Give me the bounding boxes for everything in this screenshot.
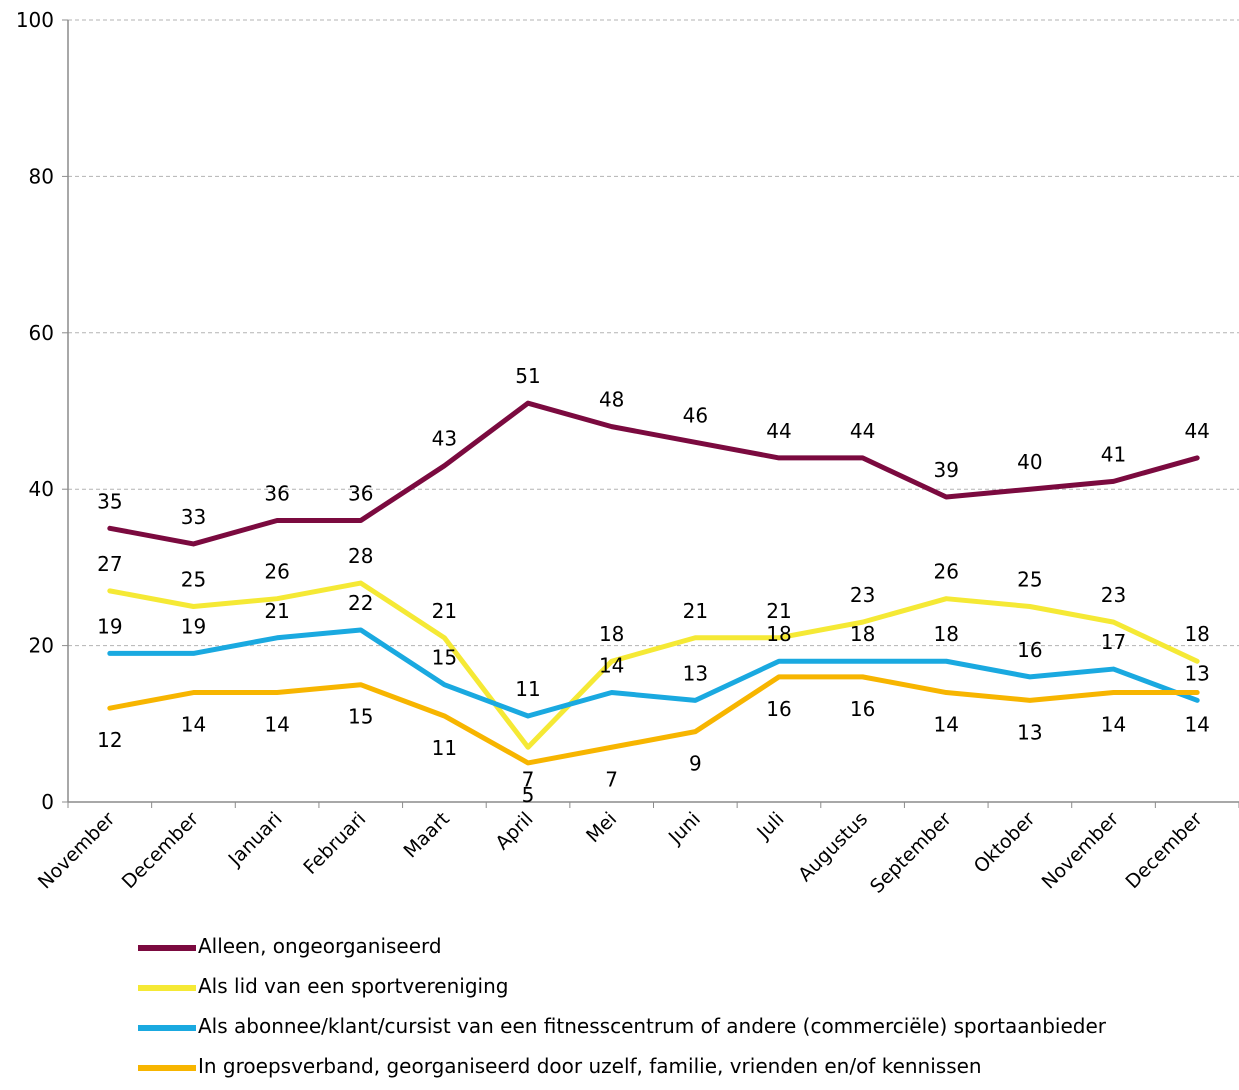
- data-label: 18: [934, 622, 959, 646]
- legend-swatch: [138, 1025, 196, 1031]
- data-label: 46: [683, 403, 708, 427]
- legend-swatch: [138, 985, 196, 991]
- data-label: 22: [348, 591, 373, 615]
- data-label: 23: [1101, 583, 1126, 607]
- series-line-2: [107, 580, 1200, 750]
- data-label: 13: [1017, 720, 1042, 744]
- data-label: 18: [599, 622, 624, 646]
- data-label: 44: [850, 419, 875, 443]
- data-label: 14: [1101, 713, 1126, 737]
- legend-label: Als lid van een sportvereniging: [198, 974, 509, 998]
- x-tick-label: Juli: [752, 808, 788, 844]
- data-label: 14: [934, 713, 959, 737]
- data-label: 41: [1101, 442, 1126, 466]
- data-label: 12: [97, 728, 122, 752]
- data-label: 40: [1017, 450, 1042, 474]
- data-label: 36: [348, 481, 373, 505]
- legend-label: Als abonnee/klant/cursist van een fitnes…: [198, 1014, 1106, 1038]
- series-line-4: [107, 674, 1200, 766]
- data-label: 14: [599, 654, 624, 678]
- x-tick-label: December: [1121, 808, 1206, 893]
- data-label: 25: [1017, 568, 1042, 592]
- data-label: 51: [515, 364, 540, 388]
- data-label: 13: [1184, 661, 1209, 685]
- x-tick-label: April: [491, 808, 537, 854]
- x-tick-label: November: [34, 808, 120, 894]
- data-label: 21: [683, 599, 708, 623]
- x-tick-label: Maart: [400, 808, 454, 862]
- axes: [62, 19, 1239, 808]
- data-label: 28: [348, 544, 373, 568]
- y-tick-label: 20: [29, 634, 54, 658]
- data-label: 15: [432, 646, 457, 670]
- data-label: 33: [181, 505, 206, 529]
- data-label: 18: [766, 622, 791, 646]
- data-label: 21: [432, 599, 457, 623]
- data-label: 39: [934, 458, 959, 482]
- data-label: 14: [181, 713, 206, 737]
- series-line-3: [107, 627, 1200, 719]
- data-label: 26: [264, 560, 289, 584]
- data-label: 16: [766, 697, 791, 721]
- x-tick-label: Oktober: [970, 808, 1040, 878]
- x-tick-label: Augustus: [794, 808, 872, 886]
- data-label: 17: [1101, 630, 1126, 654]
- data-label: 21: [264, 599, 289, 623]
- x-tick-label: September: [866, 808, 956, 898]
- data-label: 21: [766, 599, 791, 623]
- data-label: 16: [1017, 638, 1042, 662]
- data-labels: 35 33 36 36 43 51 48 46 44 44 39 40 41 44 27 25 26 28 21 7 1…: [97, 364, 1210, 807]
- legend-label: Alleen, ongeorganiseerd: [198, 934, 442, 958]
- legend-swatch: [138, 945, 196, 951]
- y-tick-label: 0: [41, 790, 54, 814]
- y-tick-label: 40: [29, 477, 54, 501]
- data-label: 15: [348, 705, 373, 729]
- data-label: 11: [432, 736, 457, 760]
- x-tick-label: Februari: [299, 808, 370, 879]
- data-label: 26: [934, 560, 959, 584]
- data-label: 27: [97, 552, 122, 576]
- series-lines: [107, 400, 1200, 766]
- data-label: 44: [1184, 419, 1209, 443]
- data-label: 19: [181, 614, 206, 638]
- data-label: 13: [683, 661, 708, 685]
- series-line-1: [107, 400, 1200, 547]
- data-label: 36: [264, 481, 289, 505]
- data-label: 19: [97, 614, 122, 638]
- x-tick-label: November: [1038, 808, 1124, 894]
- data-label: 43: [432, 427, 457, 451]
- data-label: 35: [97, 489, 122, 513]
- data-label: 9: [689, 752, 702, 776]
- y-tick-label: 100: [16, 8, 54, 32]
- data-label: 23: [850, 583, 875, 607]
- data-label: 16: [850, 697, 875, 721]
- y-tick-label: 60: [29, 321, 54, 345]
- x-tick-label: Mei: [582, 808, 621, 847]
- data-label: 14: [1184, 713, 1209, 737]
- data-label: 44: [766, 419, 791, 443]
- data-label: 5: [522, 783, 535, 807]
- x-tick-label: December: [118, 808, 203, 893]
- data-label: 7: [522, 767, 535, 791]
- x-tick-label: Januari: [224, 808, 287, 871]
- data-label: 11: [515, 677, 540, 701]
- data-label: 18: [850, 622, 875, 646]
- data-label: 7: [605, 767, 618, 791]
- y-tick-labels: 0 20 40 60 80 100: [16, 8, 54, 814]
- x-tick-label: Juni: [664, 808, 705, 849]
- data-label: 18: [1184, 622, 1209, 646]
- data-label: 25: [181, 568, 206, 592]
- grid-lines: [68, 19, 1239, 647]
- legend-swatch: [138, 1065, 196, 1071]
- y-tick-label: 80: [29, 164, 54, 188]
- data-label: 48: [599, 388, 624, 412]
- data-label: 14: [264, 713, 289, 737]
- legend-label: In groepsverband, georganiseerd door uze…: [198, 1054, 982, 1078]
